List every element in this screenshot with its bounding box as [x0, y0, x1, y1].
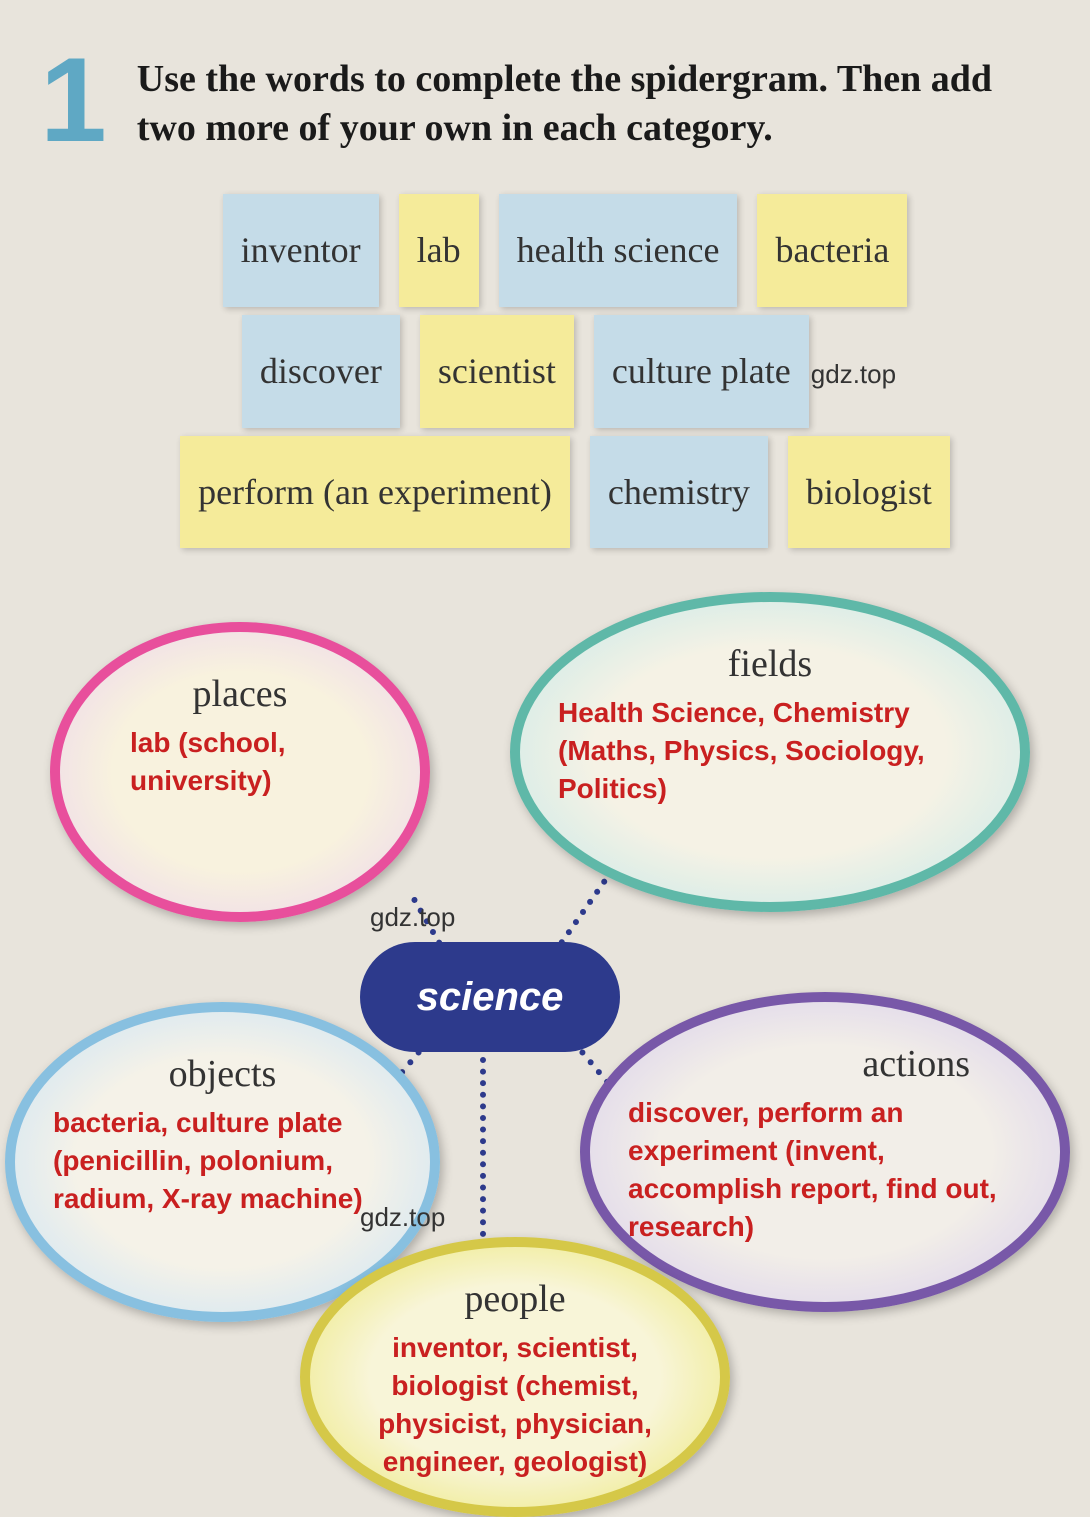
- bubble-title: actions: [620, 1042, 1030, 1086]
- word-bank-row: inventor lab health science bacteria: [100, 190, 1030, 311]
- watermark: gdz.top: [360, 1202, 445, 1233]
- word-bank: inventor lab health science bacteria dis…: [100, 190, 1030, 552]
- word-chip: inventor: [223, 194, 379, 307]
- word-chip: perform (an experiment): [180, 436, 570, 549]
- bubble-title: places: [90, 672, 390, 716]
- word-chip: bacteria: [757, 194, 907, 307]
- instruction-text: Use the words to complete the spidergram…: [137, 40, 1030, 154]
- word-chip: scientist: [420, 315, 574, 428]
- word-bank-row: discover scientist culture plate gdz.top: [100, 311, 1030, 432]
- word-chip: health science: [499, 194, 738, 307]
- answer-text: lab (school, university): [90, 724, 390, 800]
- word-chip: chemistry: [590, 436, 768, 549]
- answer-text: discover, perform an experiment (invent,…: [620, 1094, 1030, 1245]
- watermark: gdz.top: [370, 902, 455, 933]
- central-label: science: [417, 975, 564, 1020]
- word-chip: culture plate: [594, 315, 809, 428]
- word-bank-row: gdz.top perform (an experiment) chemistr…: [100, 432, 1030, 553]
- answer-text: inventor, scientist, biologist (chemist,…: [340, 1329, 690, 1480]
- exercise-number: 1: [40, 40, 107, 160]
- bubble-title: fields: [550, 642, 990, 686]
- bubble-actions: actions discover, perform an experiment …: [580, 992, 1070, 1312]
- bubble-title: objects: [45, 1052, 400, 1096]
- bubble-people: people inventor, scientist, biologist (c…: [300, 1237, 730, 1517]
- answer-text: Health Science, Chemistry (Maths, Physic…: [550, 694, 990, 807]
- answer-text: bacteria, culture plate (penicillin, pol…: [45, 1104, 400, 1217]
- word-chip: discover: [242, 315, 400, 428]
- spidergram: places lab (school, university) fields H…: [0, 592, 1090, 1492]
- word-chip: lab: [399, 194, 479, 307]
- connector-line: [558, 878, 609, 947]
- bubble-fields: fields Health Science, Chemistry (Maths,…: [510, 592, 1030, 912]
- bubble-places: places lab (school, university): [50, 622, 430, 922]
- bubble-title: people: [340, 1277, 690, 1321]
- exercise-header: 1 Use the words to complete the spidergr…: [0, 0, 1090, 190]
- word-chip: biologist: [788, 436, 950, 549]
- central-node: science: [360, 942, 620, 1052]
- watermark: gdz.top: [811, 359, 896, 389]
- connector-line: [480, 1057, 486, 1237]
